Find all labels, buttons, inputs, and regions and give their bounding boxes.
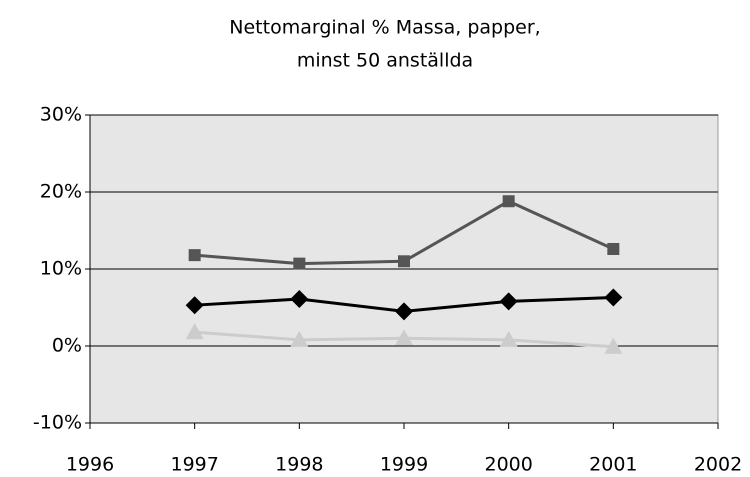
marker [604,288,623,307]
marker [398,255,410,268]
x-tick-label: 2001 [589,454,637,476]
marker [185,296,204,315]
chart-title: Nettomarginal % Massa, papper, [229,17,540,39]
marker [499,292,518,311]
y-tick-label: -10% [33,412,82,434]
marker [188,249,201,262]
y-tick-label: 10% [40,258,82,280]
x-tick-label: 1998 [275,454,323,476]
marker [395,302,413,321]
marker [293,257,306,270]
chart-title: minst 50 anställda [297,50,473,72]
marker [185,323,204,340]
marker [290,290,309,309]
x-tick-label: 2000 [484,454,532,476]
marker [502,195,515,208]
x-tick-label: 2002 [694,454,742,476]
marker [395,329,413,346]
x-tick-label: 1999 [380,454,428,476]
x-tick-label: 1997 [170,454,218,476]
marker [290,330,309,347]
y-tick-label: 20% [40,181,82,203]
x-tick-label: 1996 [66,454,114,476]
marker [499,330,518,347]
marker [604,337,623,354]
marker [607,242,620,255]
y-tick-label: 30% [40,104,82,126]
y-tick-label: 0% [52,335,82,357]
